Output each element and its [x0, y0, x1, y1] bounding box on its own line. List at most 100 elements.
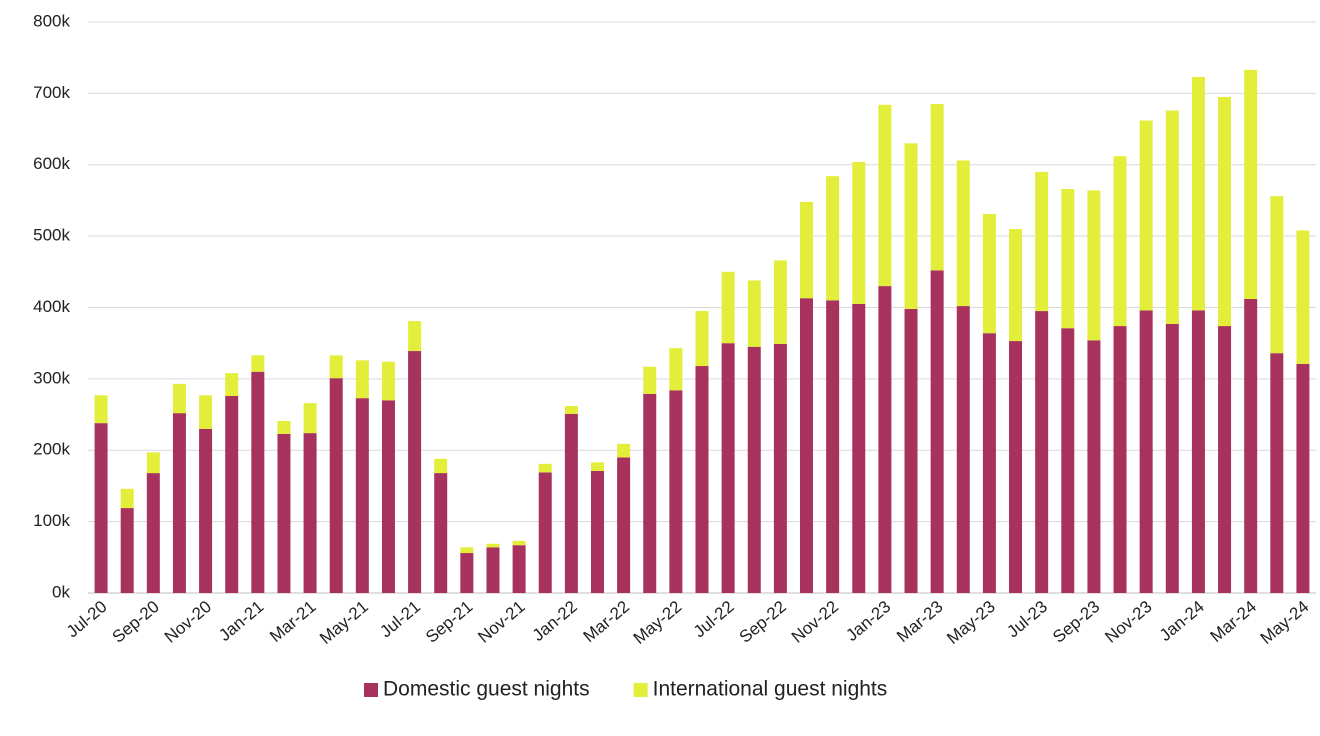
- bar: [852, 161, 866, 304]
- bar: [1296, 363, 1310, 593]
- bar: [1009, 228, 1023, 342]
- bar: [878, 104, 892, 287]
- bar: [747, 280, 761, 347]
- bar: [904, 308, 918, 593]
- legend-label: Domestic guest nights: [383, 678, 590, 701]
- bar: [172, 413, 186, 593]
- bar: [486, 543, 500, 548]
- x-tick-label: Nov-22: [788, 597, 842, 647]
- bar: [146, 452, 160, 474]
- bar: [1244, 298, 1258, 593]
- bar: [930, 270, 944, 593]
- y-tick-label: 800k: [33, 11, 70, 30]
- bar: [669, 390, 683, 593]
- bar: [1035, 171, 1049, 312]
- bar: [564, 413, 578, 593]
- bar: [381, 400, 395, 593]
- bar: [826, 176, 840, 301]
- bar: [1035, 311, 1049, 593]
- bar: [1165, 110, 1179, 324]
- bar: [199, 428, 213, 593]
- y-tick-label: 500k: [33, 226, 70, 245]
- bar: [643, 393, 657, 593]
- bar: [590, 470, 604, 593]
- x-tick-label: Jan-21: [215, 597, 267, 645]
- bar: [94, 423, 108, 593]
- bar: [669, 348, 683, 391]
- y-tick-label: 600k: [33, 154, 70, 173]
- x-tick-label: Sep-23: [1049, 597, 1103, 647]
- bar: [956, 160, 970, 307]
- bar: [800, 298, 814, 593]
- bar: [251, 371, 265, 593]
- bar: [408, 351, 422, 593]
- x-tick-label: Jul-21: [376, 597, 424, 641]
- bar: [1165, 323, 1179, 593]
- bar: [617, 443, 631, 458]
- x-tick-label: Mar-23: [893, 597, 946, 646]
- bar: [878, 286, 892, 593]
- bar: [120, 508, 134, 593]
- bar: [1191, 76, 1205, 311]
- bar: [1113, 326, 1127, 593]
- bar: [1191, 310, 1205, 593]
- bar: [826, 300, 840, 593]
- bar: [303, 403, 317, 434]
- bar: [120, 488, 134, 509]
- x-tick-label: May-24: [1257, 597, 1313, 648]
- bar: [355, 360, 369, 399]
- bar: [408, 321, 422, 352]
- bar: [564, 405, 578, 414]
- x-tick-label: May-22: [630, 597, 686, 648]
- bar: [1218, 326, 1232, 593]
- x-tick-label: Jan-22: [529, 597, 581, 645]
- bar: [904, 143, 918, 309]
- y-tick-label: 100k: [33, 511, 70, 530]
- bar: [277, 420, 291, 434]
- legend-swatch: [364, 683, 378, 697]
- y-tick-label: 200k: [33, 440, 70, 459]
- legend-swatch: [633, 683, 648, 697]
- bar: [1087, 340, 1101, 593]
- bar: [643, 366, 657, 394]
- bar: [1113, 156, 1127, 327]
- bar: [1296, 230, 1310, 364]
- bar: [1139, 310, 1153, 593]
- bar: [434, 458, 448, 474]
- bar: [329, 355, 343, 379]
- x-tick-label: Sep-22: [736, 597, 790, 647]
- bar: [982, 213, 996, 334]
- bar: [381, 361, 395, 401]
- bar: [538, 463, 552, 473]
- bar: [930, 104, 944, 271]
- bar: [486, 547, 500, 593]
- bar: [1139, 120, 1153, 311]
- bar: [329, 378, 343, 593]
- bar: [773, 343, 787, 593]
- bar: [617, 457, 631, 593]
- x-tick-label: Nov-21: [474, 597, 528, 647]
- bar: [146, 473, 160, 593]
- x-tick-label: Nov-23: [1101, 597, 1155, 647]
- bar: [852, 303, 866, 593]
- bar: [1270, 196, 1284, 354]
- y-tick-label: 700k: [33, 83, 70, 102]
- x-tick-label: Jan-23: [842, 597, 894, 645]
- bar: [94, 395, 108, 424]
- bar: [956, 306, 970, 593]
- bar: [773, 260, 787, 344]
- y-tick-label: 300k: [33, 368, 70, 387]
- x-tick-label: Mar-22: [580, 597, 633, 646]
- x-tick-label: Jul-22: [690, 597, 738, 641]
- bar: [1087, 190, 1101, 341]
- x-tick-label: May-23: [943, 597, 999, 648]
- bar: [251, 355, 265, 372]
- bar: [303, 433, 317, 593]
- bar: [225, 373, 239, 397]
- bar: [460, 553, 474, 593]
- bar: [1244, 69, 1258, 299]
- bar: [225, 396, 239, 593]
- y-tick-label: 0k: [52, 582, 70, 601]
- legend-label: International guest nights: [653, 678, 888, 701]
- bar: [538, 472, 552, 593]
